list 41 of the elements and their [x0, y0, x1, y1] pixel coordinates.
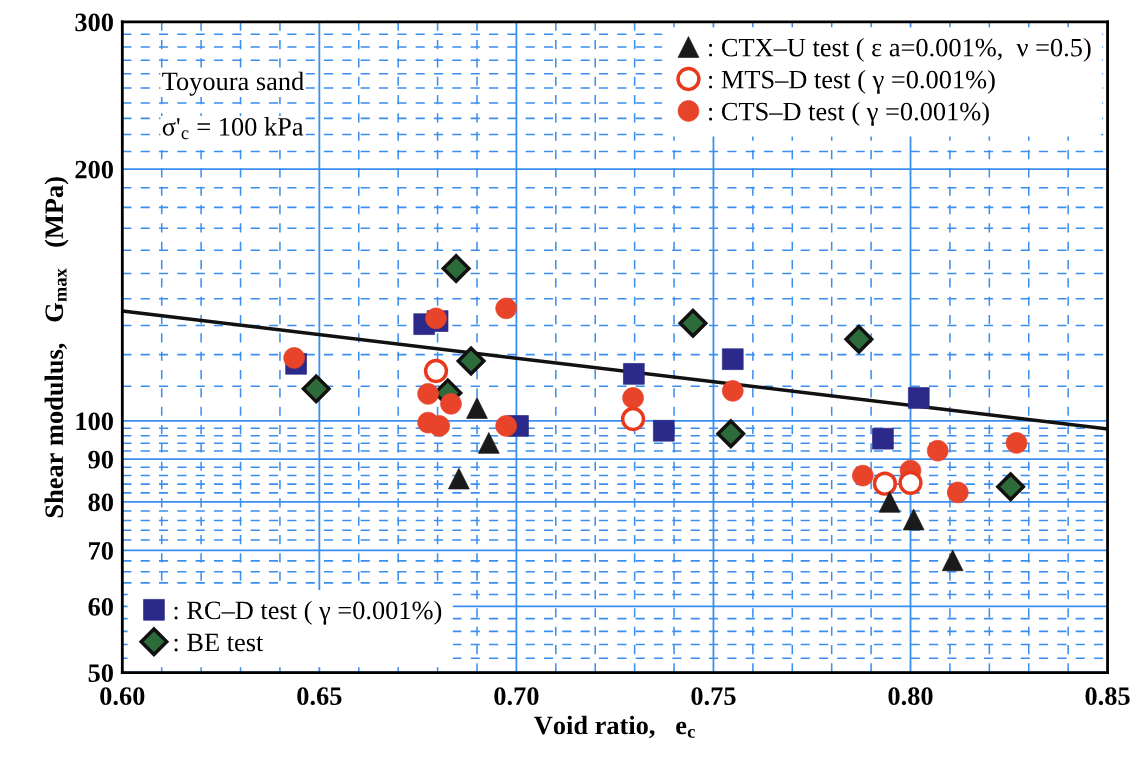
x-tick-label: 0.80 [888, 687, 933, 706]
point [678, 308, 708, 338]
y-tick-label: 90 [88, 450, 113, 469]
legend-label: : BE test [174, 633, 264, 652]
y-tick-label: 50 [88, 664, 113, 682]
point [623, 363, 645, 385]
legend-label: : RC–D test ( γ =0.001%) [174, 600, 442, 625]
point [283, 347, 305, 369]
x-tick-label: 0.75 [691, 687, 736, 706]
y-tick-label: 300 [75, 13, 113, 32]
point [423, 358, 449, 384]
annotation: Toyoura sand [162, 71, 304, 96]
x-axis-title: Void ratio, e$_{c}$ [534, 715, 695, 739]
point [852, 464, 874, 487]
point [872, 471, 898, 496]
x-tick-label: 0.60 [100, 687, 145, 706]
point [456, 346, 486, 376]
point [898, 470, 923, 495]
point [620, 406, 646, 432]
legend-label: : CTX–U test ( ε a=0.001%, ν =0.5) [709, 37, 1091, 62]
point [941, 549, 964, 572]
point [428, 415, 450, 437]
point [996, 472, 1026, 502]
x-tick-label: 0.70 [494, 687, 539, 706]
y-tick-label: 70 [89, 541, 113, 560]
x-tick-label: 0.65 [297, 687, 342, 706]
y-axis-title: Shear modulus, G$_{max}$ (MPa) [44, 177, 69, 518]
y-tick-label: 100 [76, 412, 113, 431]
y-tick-label: 200 [75, 160, 113, 179]
annotation: σ'$_{c}$ = 100 kPa [162, 117, 304, 140]
legend-label: : CTS–D test ( γ =0.001%) [709, 101, 989, 126]
point [844, 324, 874, 354]
point [441, 254, 471, 284]
y-tick-label: 60 [88, 597, 113, 616]
point [716, 419, 746, 449]
y-tick-label: 80 [88, 493, 113, 512]
legend-label: : MTS–D test ( γ =0.001%) [709, 69, 995, 94]
x-tick-label: 0.85 [1085, 687, 1130, 706]
point [722, 380, 744, 402]
point [301, 374, 331, 404]
point [448, 467, 470, 490]
